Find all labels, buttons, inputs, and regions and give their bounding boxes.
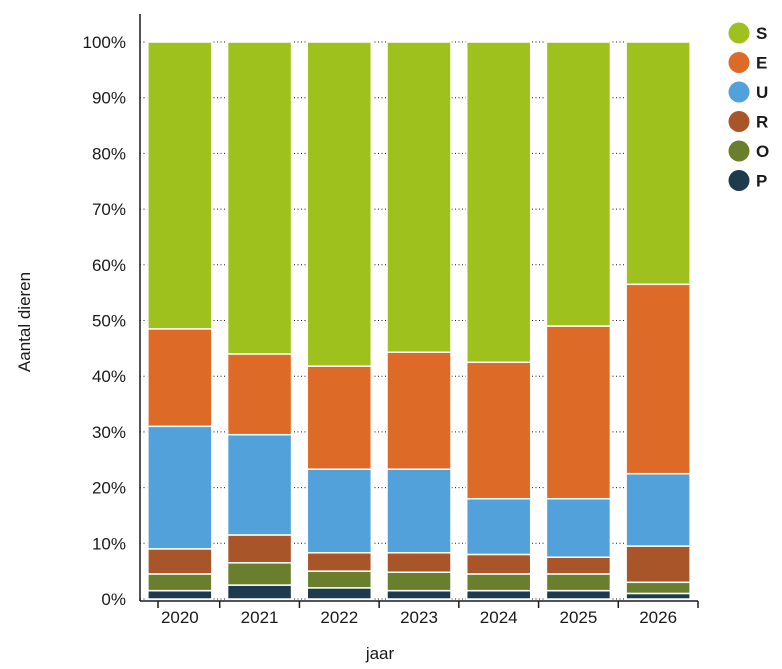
x-tick-label: 2025 xyxy=(560,608,598,627)
bar-segment-R-2026 xyxy=(625,545,691,584)
bar-segment-E-2024 xyxy=(465,361,532,500)
y-tick-label: 40% xyxy=(92,367,126,386)
y-tick-label: 60% xyxy=(92,256,126,275)
legend-item-O: O xyxy=(728,140,769,162)
bar-segment-U-2023 xyxy=(386,468,452,554)
y-tick-label: 30% xyxy=(92,423,126,442)
bar-stack-2023 xyxy=(386,41,452,600)
bar-segment-R-2024 xyxy=(465,553,532,575)
bar-stack-2021 xyxy=(226,41,293,600)
y-tick-label: 10% xyxy=(92,534,126,553)
legend-swatch xyxy=(728,170,750,191)
bar-segment-P-2020 xyxy=(147,589,213,600)
y-tick-label: 100% xyxy=(83,33,126,52)
x-tick-label: 2023 xyxy=(400,608,438,627)
x-tick-labels: 2020 2021 2022 2023 2024 2025 2026 xyxy=(161,608,677,627)
bar-segment-P-2024 xyxy=(465,589,532,600)
legend-label: R xyxy=(756,113,768,132)
y-tick-label: 70% xyxy=(92,200,126,219)
bar-segment-S-2022 xyxy=(306,41,373,367)
legend-item-E: E xyxy=(728,52,767,73)
bar-segment-U-2025 xyxy=(545,497,612,558)
bar-stack-2020 xyxy=(147,41,213,600)
x-tick-label: 2026 xyxy=(639,608,677,627)
bar-stack-2022 xyxy=(306,41,373,600)
legend-item-U: U xyxy=(728,81,768,103)
bar-segment-P-2021 xyxy=(226,584,293,600)
bar-stack-2026 xyxy=(625,41,691,600)
bar-segment-U-2022 xyxy=(306,468,373,554)
legend-item-R: R xyxy=(728,111,768,132)
bar-segment-U-2021 xyxy=(226,433,293,536)
bar-segment-O-2026 xyxy=(625,581,691,595)
bar-segment-E-2023 xyxy=(386,351,452,470)
axes xyxy=(139,14,699,608)
bar-segment-S-2021 xyxy=(226,41,293,355)
x-axis-title: jaar xyxy=(365,644,395,663)
bar-segment-U-2020 xyxy=(147,425,213,550)
y-tick-label: 20% xyxy=(92,479,126,498)
bar-segment-P-2023 xyxy=(386,589,452,600)
bar-segment-E-2021 xyxy=(226,353,293,436)
bar-segment-R-2023 xyxy=(386,552,452,574)
legend-label: E xyxy=(756,54,767,73)
legend-label: P xyxy=(756,172,767,191)
bar-segment-O-2023 xyxy=(386,571,452,592)
x-tick-label: 2024 xyxy=(480,608,518,627)
bar-segment-E-2020 xyxy=(147,328,213,428)
bar-segment-O-2021 xyxy=(226,562,293,586)
bar-segment-S-2025 xyxy=(545,41,612,327)
legend-swatch xyxy=(728,81,750,103)
bar-stack-2025 xyxy=(545,41,612,600)
x-tick-label: 2020 xyxy=(161,608,199,627)
y-axis-title: Aantal dieren xyxy=(15,272,34,372)
bar-segment-S-2023 xyxy=(386,41,452,353)
bar-segment-E-2026 xyxy=(625,283,691,475)
bar-segment-P-2025 xyxy=(545,589,612,600)
bars xyxy=(147,41,691,600)
legend-swatch xyxy=(728,111,750,132)
y-tick-labels: 0% 10% 20% 30% 40% 50% 60% 70% 80% 90% 100% xyxy=(83,33,126,609)
bar-segment-S-2024 xyxy=(465,41,532,364)
x-tick-label: 2022 xyxy=(320,608,358,627)
legend-swatch xyxy=(728,140,750,162)
bar-segment-E-2022 xyxy=(306,365,373,470)
y-tick-label: 90% xyxy=(92,89,126,108)
bar-segment-O-2020 xyxy=(147,573,213,592)
bar-segment-R-2025 xyxy=(545,556,612,575)
bar-segment-U-2026 xyxy=(625,472,691,547)
legend-label: O xyxy=(756,142,769,161)
legend-swatch xyxy=(728,52,750,73)
bar-segment-R-2022 xyxy=(306,552,373,572)
x-tick-label: 2021 xyxy=(241,608,279,627)
bar-segment-S-2026 xyxy=(625,41,691,286)
bar-segment-O-2024 xyxy=(465,573,532,592)
bar-segment-E-2025 xyxy=(545,325,612,500)
y-tick-label: 50% xyxy=(92,312,126,331)
bar-stack-2024 xyxy=(465,41,532,600)
bar-segment-P-2026 xyxy=(625,592,691,600)
legend-swatch xyxy=(728,22,750,44)
bar-segment-S-2020 xyxy=(147,41,213,330)
y-tick-label: 0% xyxy=(101,590,126,609)
legend-item-P: P xyxy=(728,170,767,191)
legend-label: S xyxy=(756,24,767,43)
bar-segment-R-2021 xyxy=(226,534,293,564)
legend-item-S: S xyxy=(728,22,767,44)
y-tick-label: 80% xyxy=(92,144,126,163)
bar-segment-O-2022 xyxy=(306,570,373,589)
bar-segment-O-2025 xyxy=(545,573,612,592)
bar-segment-R-2020 xyxy=(147,548,213,575)
bar-segment-U-2024 xyxy=(465,497,532,556)
bar-segment-P-2022 xyxy=(306,587,373,600)
legend-label: U xyxy=(756,83,768,102)
